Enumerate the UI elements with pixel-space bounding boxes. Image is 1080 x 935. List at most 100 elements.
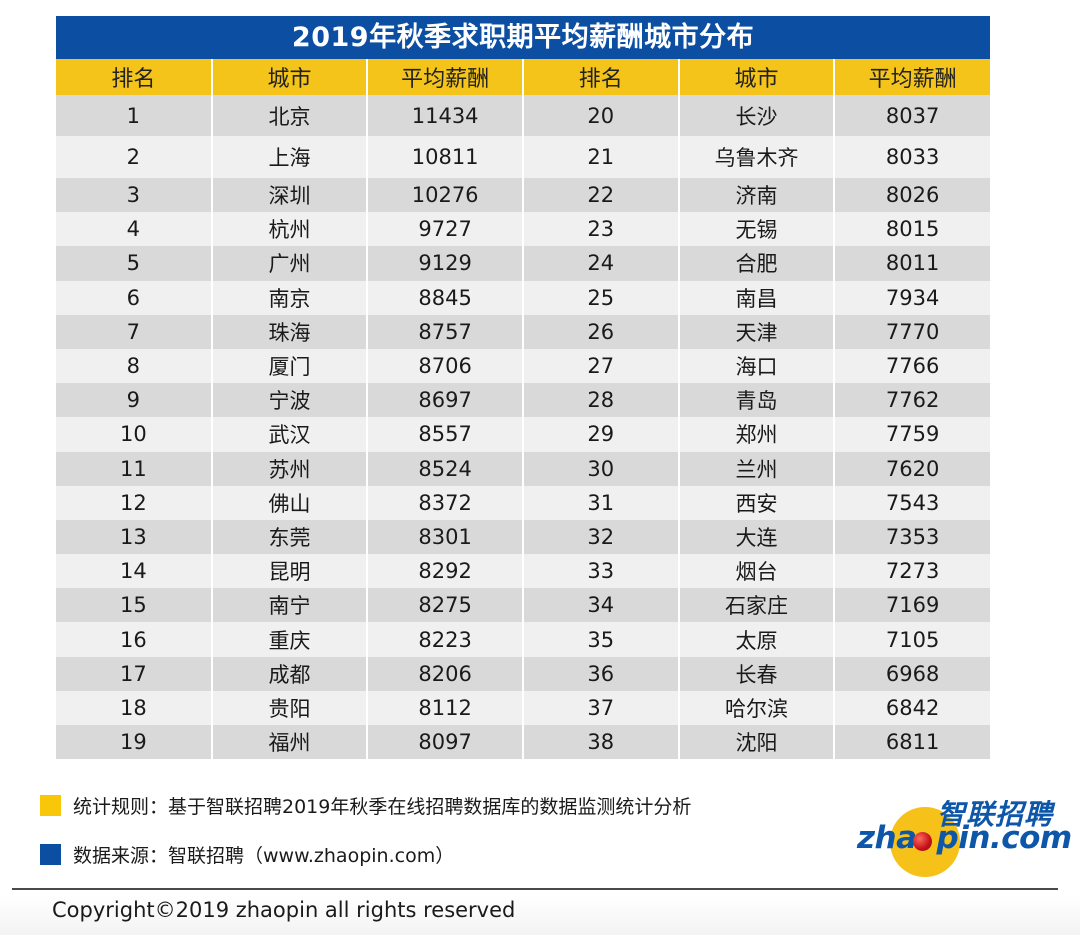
salary-cell: 11434 [366,95,524,136]
salary-cell: 8292 [366,554,524,589]
logo-en-left: zha [857,820,917,856]
city-cell: 海口 [677,348,836,384]
rank-cell: 27 [521,348,680,384]
table-row: 8 厦门 8706 27 海口 7766 [56,348,990,384]
header-city: 城市 [677,59,836,95]
salary-cell: 8223 [366,622,524,657]
legend-text: 数据来源：智联招聘（www.zhaopin.com） [73,845,455,867]
salary-cell: 7762 [833,383,990,418]
rank-cell: 14 [56,554,213,589]
salary-cell: 8301 [366,519,524,555]
table-row: 11 苏州 8524 30 兰州 7620 [56,451,990,486]
salary-cell: 7770 [833,314,990,349]
salary-cell: 8524 [366,451,524,486]
rank-cell: 25 [521,280,680,315]
salary-cell: 8011 [833,246,990,281]
salary-cell: 6842 [833,690,990,725]
logo-en-right: pin.com [936,820,1073,856]
city-cell: 沈阳 [677,725,836,760]
salary-cell: 8015 [833,212,990,247]
salary-cell: 9727 [366,212,524,247]
header-rank: 排名 [56,59,213,95]
salary-cell: 8206 [366,656,524,691]
city-cell: 南昌 [677,280,836,315]
city-cell: 合肥 [677,246,836,281]
background-fade [0,895,1080,935]
header-city: 城市 [210,59,369,95]
salary-cell: 8706 [366,348,524,384]
city-cell: 东莞 [210,519,369,555]
table-row: 4 杭州 9727 23 无锡 8015 [56,212,990,247]
city-cell: 北京 [210,95,369,136]
city-cell: 济南 [677,178,836,213]
city-cell: 天津 [677,314,836,349]
table-row: 19 福州 8097 38 沈阳 6811 [56,725,990,760]
rank-cell: 11 [56,451,213,486]
rank-cell: 4 [56,212,213,247]
salary-cell: 8275 [366,588,524,623]
yellow-square-icon [40,795,61,816]
city-cell: 重庆 [210,622,369,657]
rank-cell: 13 [56,519,213,555]
rank-cell: 22 [521,178,680,213]
salary-cell: 8112 [366,690,524,725]
rank-cell: 24 [521,246,680,281]
salary-cell: 7273 [833,554,990,589]
table-row: 12 佛山 8372 31 西安 7543 [56,485,990,520]
rank-cell: 17 [56,656,213,691]
salary-cell: 6811 [833,725,990,760]
logo-chinese-text: 智联招聘 [937,798,1054,831]
salary-cell: 9129 [366,246,524,281]
salary-cell: 7169 [833,588,990,623]
header-rank: 排名 [521,59,680,95]
city-cell: 长沙 [677,95,836,136]
rank-cell: 15 [56,588,213,623]
rank-cell: 38 [521,725,680,760]
salary-cell: 7543 [833,485,990,520]
city-cell: 广州 [210,246,369,281]
salary-cell: 7759 [833,417,990,452]
table-row: 9 宁波 8697 28 青岛 7762 [56,383,990,418]
city-cell: 烟台 [677,554,836,589]
salary-cell: 8026 [833,178,990,213]
rank-cell: 10 [56,417,213,452]
city-cell: 昆明 [210,554,369,589]
salary-cell: 8757 [366,314,524,349]
rank-cell: 34 [521,588,680,623]
salary-cell: 8845 [366,280,524,315]
salary-cell: 8097 [366,725,524,760]
salary-cell: 8033 [833,136,990,178]
rank-cell: 16 [56,622,213,657]
copyright-text: Copyright©2019 zhaopin all rights reserv… [52,898,516,922]
table-row: 5 广州 9129 24 合肥 8011 [56,246,990,281]
city-cell: 乌鲁木齐 [677,136,836,178]
city-cell: 杭州 [210,212,369,247]
city-cell: 太原 [677,622,836,657]
rank-cell: 26 [521,314,680,349]
salary-cell: 10811 [366,136,524,178]
rank-cell: 36 [521,656,680,691]
rank-cell: 1 [56,95,213,136]
salary-cell: 7934 [833,280,990,315]
legend-item-rule: 统计规则：基于智联招聘2019年秋季在线招聘数据库的数据监测统计分析 [40,792,691,819]
rank-cell: 6 [56,280,213,315]
city-cell: 深圳 [210,178,369,213]
city-cell: 厦门 [210,348,369,384]
rank-cell: 5 [56,246,213,281]
footer-divider [12,888,1058,890]
table-row: 3 深圳 10276 22 济南 8026 [56,178,990,213]
rank-cell: 35 [521,622,680,657]
salary-cell: 7105 [833,622,990,657]
salary-cell: 7620 [833,451,990,486]
city-cell: 郑州 [677,417,836,452]
table-row: 15 南宁 8275 34 石家庄 7169 [56,588,990,623]
city-cell: 苏州 [210,451,369,486]
salary-cell: 7766 [833,348,990,384]
rank-cell: 30 [521,451,680,486]
rank-cell: 37 [521,690,680,725]
salary-table: 排名 城市 平均薪酬 排名 城市 平均薪酬 1 北京 11434 20 长沙 8037 2 上… [56,59,990,760]
rank-cell: 32 [521,519,680,555]
rank-cell: 20 [521,95,680,136]
table-row: 17 成都 8206 36 长春 6968 [56,656,990,691]
rank-cell: 28 [521,383,680,418]
